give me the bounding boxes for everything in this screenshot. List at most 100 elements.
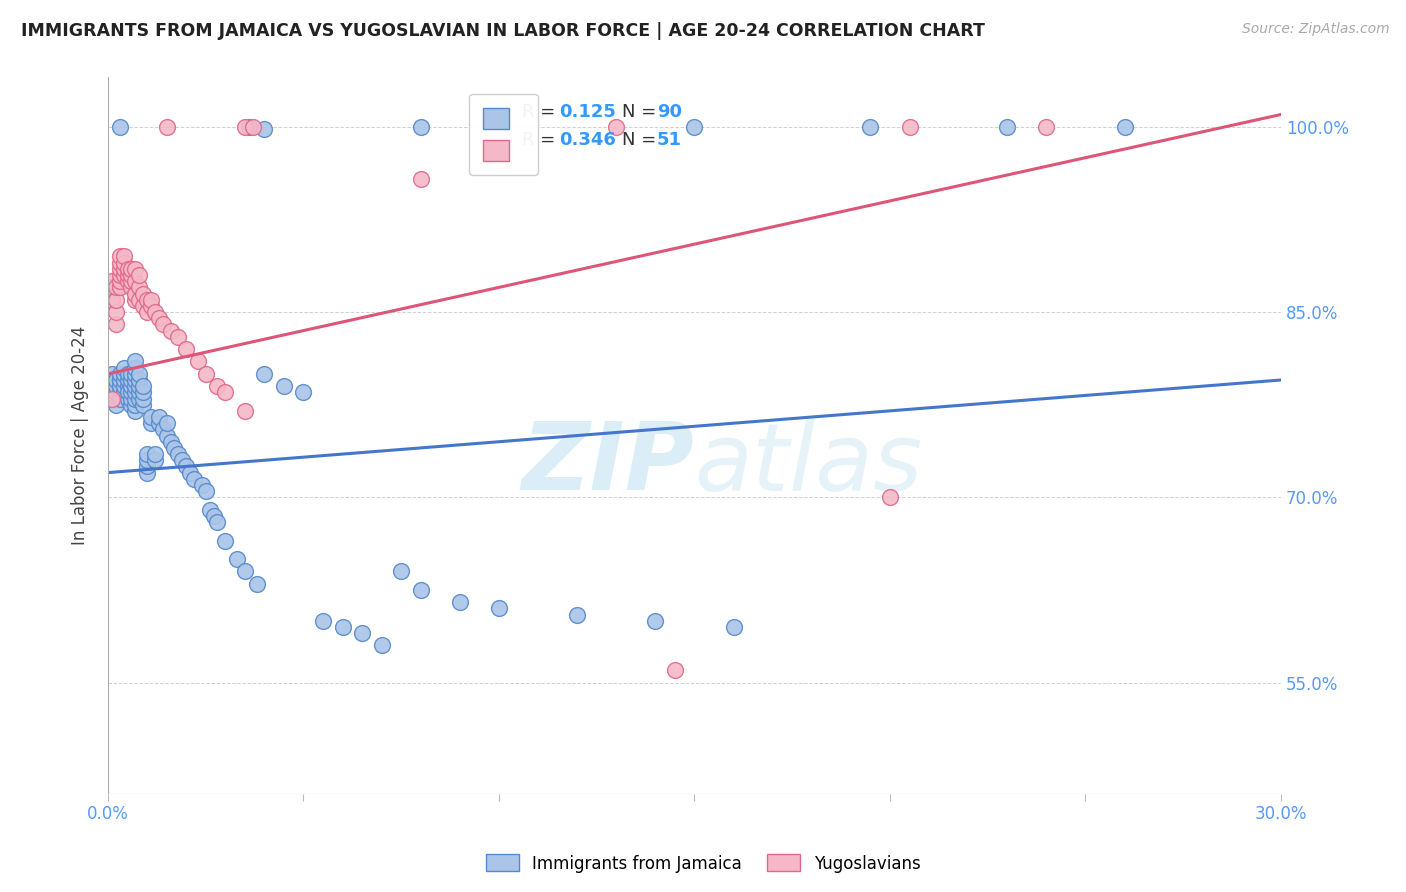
- Point: [995, 120, 1018, 134]
- Point: [108, 379, 131, 393]
- Point: [124, 354, 146, 368]
- Point: [117, 274, 139, 288]
- Point: [332, 620, 354, 634]
- Point: [104, 318, 127, 332]
- Point: [112, 360, 135, 375]
- Point: [174, 459, 197, 474]
- Point: [117, 268, 139, 282]
- Point: [202, 508, 225, 523]
- Point: [101, 280, 124, 294]
- Point: [859, 120, 882, 134]
- Point: [409, 582, 432, 597]
- Point: [128, 293, 150, 307]
- Point: [104, 398, 127, 412]
- Point: [148, 311, 170, 326]
- Point: [120, 367, 142, 381]
- Point: [124, 398, 146, 412]
- Text: IMMIGRANTS FROM JAMAICA VS YUGOSLAVIAN IN LABOR FORCE | AGE 20-24 CORRELATION CH: IMMIGRANTS FROM JAMAICA VS YUGOSLAVIAN I…: [21, 22, 986, 40]
- Point: [101, 392, 124, 406]
- Point: [117, 367, 139, 381]
- Point: [108, 373, 131, 387]
- Point: [132, 379, 155, 393]
- Point: [117, 392, 139, 406]
- Point: [112, 255, 135, 269]
- Point: [187, 354, 209, 368]
- Point: [683, 120, 706, 134]
- Point: [112, 250, 135, 264]
- Point: [117, 379, 139, 393]
- Point: [253, 122, 276, 136]
- Point: [370, 639, 392, 653]
- Point: [183, 472, 205, 486]
- Point: [194, 484, 217, 499]
- Point: [233, 404, 256, 418]
- Point: [156, 120, 179, 134]
- Point: [112, 268, 135, 282]
- Point: [120, 268, 142, 282]
- Point: [132, 392, 155, 406]
- Point: [108, 274, 131, 288]
- Point: [409, 171, 432, 186]
- Point: [723, 620, 745, 634]
- Point: [207, 515, 229, 529]
- Point: [117, 385, 139, 400]
- Point: [104, 373, 127, 387]
- Point: [128, 280, 150, 294]
- Text: atlas: atlas: [695, 418, 922, 509]
- Point: [108, 367, 131, 381]
- Point: [139, 416, 162, 430]
- Text: N =: N =: [621, 103, 662, 120]
- Point: [112, 367, 135, 381]
- Point: [156, 428, 179, 442]
- Point: [172, 453, 194, 467]
- Point: [104, 379, 127, 393]
- Point: [143, 453, 166, 467]
- Point: [101, 367, 124, 381]
- Point: [156, 416, 179, 430]
- Point: [132, 398, 155, 412]
- Point: [233, 565, 256, 579]
- Point: [132, 385, 155, 400]
- Point: [124, 367, 146, 381]
- Point: [132, 286, 155, 301]
- Point: [488, 601, 510, 615]
- Point: [879, 491, 901, 505]
- Point: [108, 280, 131, 294]
- Point: [124, 286, 146, 301]
- Point: [124, 379, 146, 393]
- Point: [120, 373, 142, 387]
- Point: [139, 299, 162, 313]
- Text: 0.125: 0.125: [560, 103, 616, 120]
- Point: [112, 379, 135, 393]
- Point: [152, 422, 174, 436]
- Point: [112, 261, 135, 276]
- Point: [143, 447, 166, 461]
- Point: [104, 385, 127, 400]
- Point: [644, 614, 666, 628]
- Point: [389, 565, 412, 579]
- Point: [605, 120, 627, 134]
- Point: [143, 305, 166, 319]
- Text: R =: R =: [522, 131, 561, 150]
- Point: [245, 576, 267, 591]
- Point: [664, 663, 686, 677]
- Text: R =: R =: [522, 103, 561, 120]
- Point: [128, 367, 150, 381]
- Point: [112, 385, 135, 400]
- Point: [409, 120, 432, 134]
- Point: [207, 379, 229, 393]
- Point: [120, 392, 142, 406]
- Point: [238, 120, 260, 134]
- Point: [136, 459, 159, 474]
- Point: [163, 441, 186, 455]
- Point: [108, 261, 131, 276]
- Point: [128, 385, 150, 400]
- Point: [128, 373, 150, 387]
- Point: [120, 274, 142, 288]
- Point: [128, 392, 150, 406]
- Point: [108, 392, 131, 406]
- Point: [108, 250, 131, 264]
- Point: [101, 392, 124, 406]
- Point: [104, 293, 127, 307]
- Point: [136, 453, 159, 467]
